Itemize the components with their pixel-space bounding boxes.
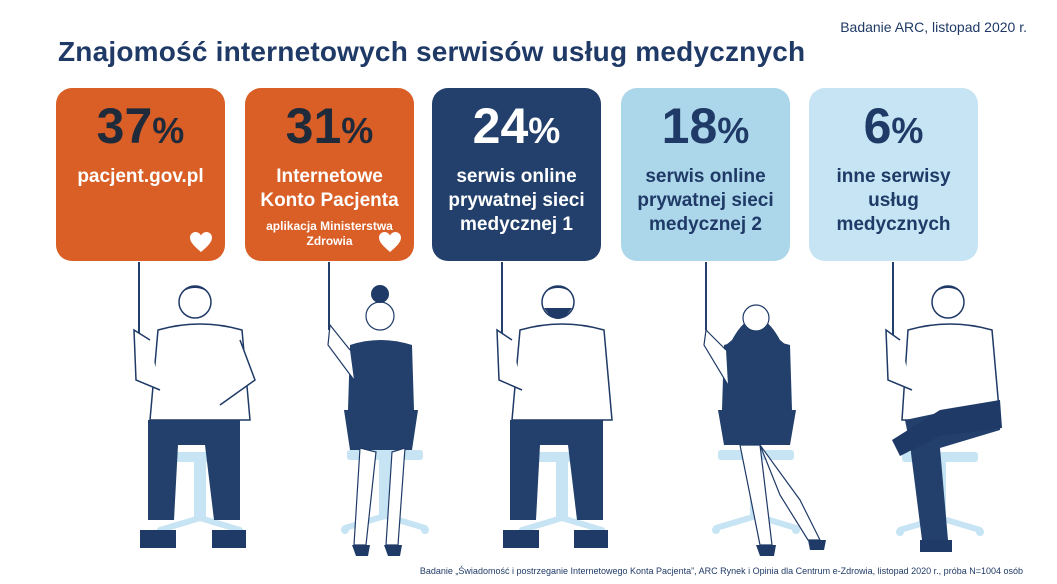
chart-title: Znajomość internetowych serwisów usług m… (58, 36, 806, 67)
bar-card-other-services: 6% inne serwisy usług medycznych (809, 88, 978, 261)
source-note-top: Badanie ARC, listopad 2020 r. (840, 19, 1027, 35)
category-label: serwis online prywatnej sieci medycznej 2 (637, 166, 774, 235)
value-label: 37% (96, 98, 185, 154)
person-1 (133, 262, 256, 548)
person-4 (703, 262, 826, 556)
person-3 (496, 262, 613, 548)
bar-card-pacjent-gov-pl: 37% pacjent.gov.pl (56, 88, 225, 261)
category-label: serwis online prywatnej sieci medycznej 1 (448, 166, 585, 235)
heart-icon (379, 232, 401, 252)
bar-card-private-network-1: 24% serwis online prywatnej sieci medyczne… (432, 88, 601, 261)
category-label: pacjent.gov.pl (77, 166, 204, 187)
value-label: 24% (472, 98, 561, 154)
person-2 (327, 262, 429, 556)
value-label: 31% (285, 98, 374, 154)
source-note-bottom: Badanie „Świadomość i postrzeganie Inter… (419, 566, 1023, 576)
category-label: inne serwisy usług medycznych (836, 166, 951, 235)
value-label: 6% (863, 98, 924, 154)
category-sublabel: aplikacja Ministerstwa Zdrowia (266, 219, 393, 248)
bar-card-ikp: 31% Internetowe Konto Pacjenta aplikacja … (245, 88, 414, 261)
bar-card-private-network-2: 18% serwis online prywatnej sieci medyczne… (621, 88, 790, 261)
value-label: 18% (661, 98, 750, 154)
heart-icon (190, 232, 212, 252)
category-label: Internetowe Konto Pacjenta (260, 166, 399, 211)
person-5 (885, 262, 1002, 552)
